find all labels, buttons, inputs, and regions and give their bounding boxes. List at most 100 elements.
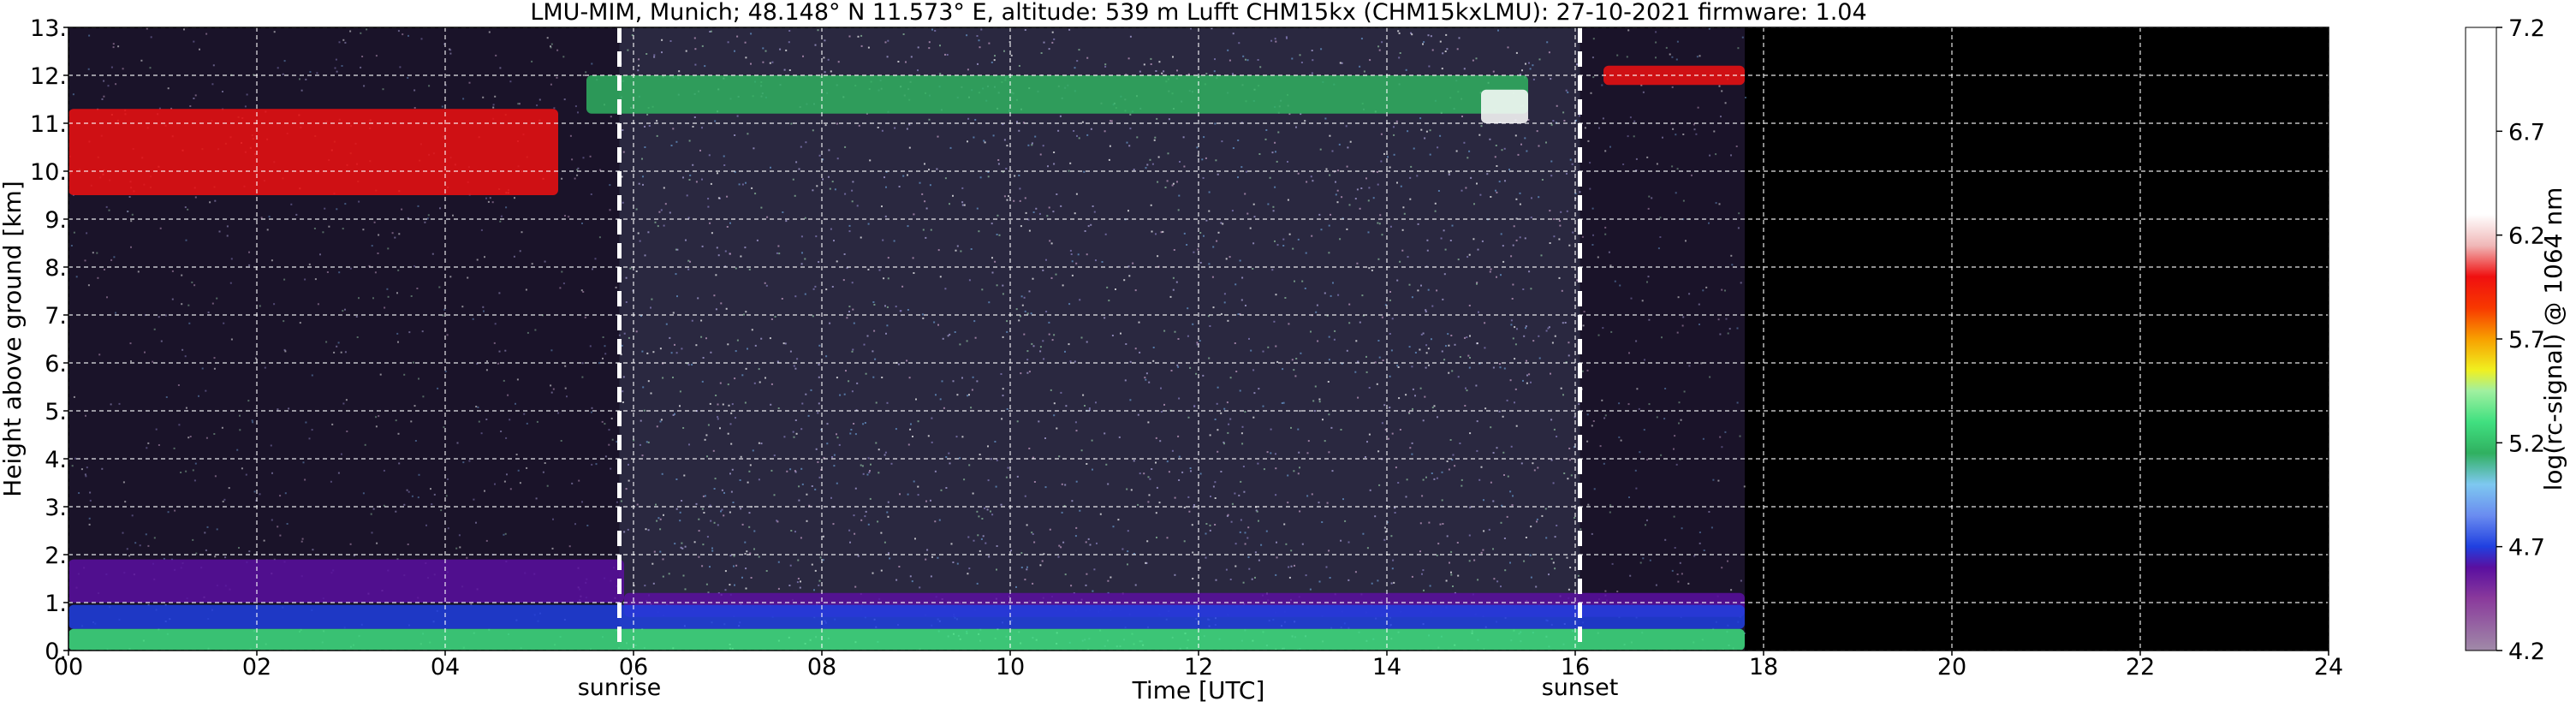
noise-speck (1217, 386, 1219, 389)
noise-speck (622, 401, 624, 403)
noise-speck (1331, 470, 1334, 472)
noise-speck (1365, 456, 1366, 458)
noise-speck (1134, 348, 1137, 350)
noise-speck (643, 409, 645, 412)
noise-speck (443, 43, 446, 45)
noise-speck (711, 550, 714, 552)
noise-speck (642, 183, 644, 186)
noise-speck (1720, 116, 1722, 118)
noise-speck (731, 468, 734, 471)
noise-speck (153, 328, 156, 330)
noise-speck (747, 481, 749, 484)
noise-speck (886, 401, 889, 404)
noise-speck (1530, 217, 1532, 219)
noise-speck (1427, 348, 1430, 350)
noise-speck (1056, 427, 1058, 430)
noise-speck (1517, 153, 1520, 156)
noise-speck (1402, 206, 1405, 209)
noise-speck (622, 129, 624, 131)
noise-speck (338, 271, 341, 274)
noise-speck (137, 270, 140, 273)
noise-speck (822, 559, 824, 561)
noise-speck (1177, 209, 1180, 211)
noise-speck (335, 58, 337, 61)
noise-speck (322, 231, 324, 234)
noise-speck (1466, 157, 1469, 159)
noise-speck (788, 30, 791, 32)
noise-speck (1399, 429, 1401, 431)
noise-speck (1509, 561, 1511, 564)
noise-speck (1384, 531, 1387, 533)
noise-speck (686, 194, 688, 197)
noise-speck (1425, 344, 1428, 347)
noise-speck (1297, 428, 1300, 431)
noise-speck (811, 485, 813, 487)
noise-speck (864, 515, 866, 518)
noise-speck (774, 316, 776, 318)
noise-speck (702, 544, 705, 546)
noise-speck (1020, 552, 1023, 555)
noise-speck (1503, 367, 1506, 370)
noise-speck (1267, 203, 1270, 205)
noise-speck (1044, 437, 1046, 439)
noise-speck (1703, 550, 1705, 551)
noise-speck (1288, 113, 1291, 116)
noise-speck (1441, 68, 1443, 70)
noise-speck (653, 54, 656, 56)
noise-speck (1263, 468, 1265, 471)
noise-speck (1565, 89, 1568, 92)
noise-speck (1229, 59, 1231, 62)
noise-speck (598, 236, 601, 239)
noise-speck (759, 381, 761, 383)
noise-speck (1496, 580, 1499, 583)
noise-speck (1582, 324, 1585, 327)
noise-speck (1676, 40, 1679, 43)
noise-speck (1665, 46, 1668, 49)
x-tick-label: 24 (2314, 654, 2343, 680)
noise-speck (344, 41, 347, 44)
noise-speck (1040, 52, 1043, 54)
noise-speck (1463, 68, 1466, 70)
noise-speck (851, 200, 854, 203)
noise-speck (1550, 175, 1553, 177)
noise-speck (917, 494, 919, 496)
noise-speck (1367, 231, 1370, 234)
noise-speck (1409, 447, 1412, 449)
noise-speck (413, 107, 416, 109)
noise-speck (823, 457, 825, 460)
noise-speck (987, 175, 990, 178)
noise-speck (873, 330, 876, 332)
noise-speck (1616, 54, 1619, 56)
colorbar-tick-label: 6.7 (2508, 119, 2545, 146)
noise-speck (441, 105, 443, 108)
noise-speck (1127, 563, 1128, 566)
noise-speck (1215, 159, 1217, 162)
noise-speck (639, 443, 641, 446)
noise-speck (1511, 504, 1514, 507)
noise-speck (1189, 366, 1192, 369)
noise-speck (1069, 162, 1072, 164)
noise-speck (189, 436, 192, 437)
noise-speck (1642, 557, 1645, 560)
noise-speck (1572, 231, 1574, 234)
noise-speck (1282, 238, 1285, 241)
noise-speck (663, 224, 665, 227)
noise-speck (1682, 134, 1685, 135)
noise-speck (909, 575, 912, 578)
noise-speck (1417, 289, 1419, 292)
noise-speck (316, 72, 318, 74)
noise-speck (1609, 504, 1612, 507)
noise-speck (661, 39, 663, 41)
noise-speck (1499, 363, 1501, 365)
noise-speck (744, 247, 747, 249)
noise-speck (449, 48, 451, 50)
noise-speck (675, 352, 678, 354)
noise-speck (1480, 466, 1483, 468)
noise-speck (286, 523, 289, 525)
noise-speck (1047, 165, 1049, 168)
noise-speck (1609, 146, 1611, 148)
noise-speck (937, 324, 939, 326)
noise-speck (130, 220, 133, 223)
noise-speck (514, 197, 515, 199)
noise-speck (994, 260, 996, 263)
